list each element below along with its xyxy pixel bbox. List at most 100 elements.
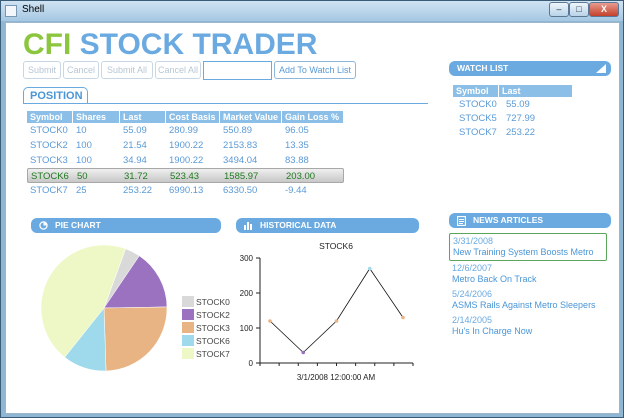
- cell-shares: 50: [77, 171, 88, 182]
- cell-last: 31.72: [124, 171, 148, 182]
- cell-gain-loss: -9.44: [285, 185, 307, 196]
- watchlist-row[interactable]: STOCK0 55.09: [453, 97, 573, 111]
- watchlist-row[interactable]: STOCK5 727.99: [453, 111, 573, 125]
- legend-label: STOCK2: [196, 310, 230, 320]
- cell-last: 55.09: [506, 99, 530, 110]
- pie-chart-icon: [39, 221, 48, 230]
- cell-last: 253.22: [506, 127, 536, 138]
- data-point[interactable]: [268, 319, 272, 323]
- y-tick-label: 200: [240, 289, 254, 298]
- data-point[interactable]: [367, 266, 372, 271]
- pie-chart-header: PIE CHART: [31, 218, 221, 233]
- title-bar[interactable]: Shell – □ X: [1, 1, 623, 21]
- legend-swatch: [182, 348, 194, 359]
- y-tick-label: 300: [240, 254, 254, 263]
- symbol-input[interactable]: [203, 61, 272, 80]
- cell-symbol: STOCK6: [31, 171, 69, 182]
- cell-cost-basis: 1900.22: [169, 140, 204, 151]
- cell-shares: 25: [76, 185, 87, 196]
- news-title: New Training System Boosts Metro: [453, 247, 594, 257]
- news-item[interactable]: 12/6/2007 Metro Back On Track: [449, 261, 607, 287]
- series-line: [269, 267, 404, 354]
- legend-swatch: [182, 296, 194, 307]
- watchlist-grid: Symbol Last STOCK0 55.09 STOCK5 727.99 S…: [453, 85, 573, 139]
- news-title: Metro Back On Track: [452, 274, 537, 284]
- brand-cfi: CFI: [23, 28, 72, 61]
- add-to-watch-list-button[interactable]: Add To Watch List: [274, 61, 356, 79]
- client-area: CFI STOCK TRADER Submit Cancel Submit Al…: [5, 22, 620, 414]
- news-item[interactable]: 2/14/2005 Hu's In Charge Now: [449, 313, 607, 339]
- cell-shares: 100: [76, 140, 92, 151]
- historical-data-header: HISTORICAL DATA: [236, 218, 419, 233]
- table-row[interactable]: STOCK2 100 21.54 1900.22 2153.83 13.35: [27, 138, 344, 153]
- data-point[interactable]: [401, 315, 405, 320]
- watchlist-row[interactable]: STOCK7 253.22: [453, 125, 573, 139]
- cell-gain-loss: 96.05: [285, 125, 309, 136]
- brand-title: CFI STOCK TRADER: [23, 28, 317, 62]
- table-row[interactable]: STOCK0 10 55.09 280.99 550.89 96.05: [27, 123, 344, 138]
- cell-cost-basis: 6990.13: [169, 185, 204, 196]
- pie-slice-stock3[interactable]: [103, 306, 168, 372]
- tab-underline: [23, 103, 428, 104]
- news-date: 5/24/2006: [452, 289, 493, 299]
- news-date: 12/6/2007: [452, 263, 493, 273]
- legend-swatch: [182, 309, 194, 320]
- news-item[interactable]: 5/24/2006 ASMS Rails Against Metro Sleep…: [449, 287, 607, 313]
- submit-button[interactable]: Submit: [23, 61, 61, 79]
- minimize-button[interactable]: –: [549, 2, 569, 17]
- col-last[interactable]: Last: [120, 111, 166, 123]
- watchlist-grid-header: Symbol Last: [453, 85, 573, 97]
- historical-data-title: HISTORICAL DATA: [260, 220, 337, 230]
- news-item-selected[interactable]: 3/31/2008 New Training System Boosts Met…: [449, 233, 607, 261]
- y-tick-label: 100: [240, 324, 254, 333]
- col-symbol[interactable]: Symbol: [27, 111, 73, 123]
- col-gain-loss[interactable]: Gain Loss %: [282, 111, 344, 123]
- historical-chart: STOCK6 0 100 200 300 3/1/2008 12:00:00 AM: [240, 241, 414, 382]
- document-icon: [457, 216, 466, 226]
- pie-slice-stock7[interactable]: [40, 245, 126, 358]
- news-date: 3/31/2008: [453, 236, 494, 246]
- pie-slice-stock2[interactable]: [103, 255, 168, 309]
- table-row[interactable]: STOCK7 25 253.22 6990.13 6330.50 -9.44: [27, 183, 344, 198]
- cell-cost-basis: 280.99: [169, 125, 199, 136]
- maximize-button[interactable]: □: [569, 2, 589, 17]
- close-button[interactable]: X: [589, 2, 619, 17]
- watchlist-corner-icon: [596, 64, 606, 73]
- bar-chart-icon: [244, 221, 253, 230]
- data-point[interactable]: [301, 350, 306, 355]
- submit-all-button[interactable]: Submit All: [101, 61, 153, 79]
- news-articles-title: NEWS ARTICLES: [473, 215, 544, 225]
- col-market-value[interactable]: Market Value: [220, 111, 282, 123]
- cell-symbol: STOCK7: [30, 185, 68, 196]
- cancel-button[interactable]: Cancel: [63, 61, 99, 79]
- cell-shares: 10: [76, 125, 87, 136]
- cell-symbol: STOCK2: [30, 140, 68, 151]
- cell-shares: 100: [76, 155, 92, 166]
- brand-stock-trader: STOCK TRADER: [79, 28, 318, 61]
- news-title: Hu's In Charge Now: [452, 326, 533, 336]
- cancel-all-button[interactable]: Cancel All: [155, 61, 201, 79]
- position-grid-header: Symbol Shares Last Cost Basis Market Val…: [27, 111, 344, 123]
- data-point[interactable]: [334, 319, 339, 323]
- tab-position[interactable]: POSITION: [23, 87, 88, 104]
- col-symbol[interactable]: Symbol: [453, 85, 499, 97]
- window-title: Shell: [22, 4, 45, 15]
- pie-chart: STOCK0 STOCK2 STOCK3 STOCK6 STOCK7: [40, 245, 230, 372]
- cell-market-value: 2153.83: [223, 140, 258, 151]
- cell-symbol: STOCK7: [459, 127, 497, 138]
- cell-last: 55.09: [123, 125, 147, 136]
- x-axis-label: 3/1/2008 12:00:00 AM: [297, 373, 376, 382]
- cell-market-value: 6330.50: [223, 185, 258, 196]
- cell-cost-basis: 523.43: [170, 171, 200, 182]
- col-shares[interactable]: Shares: [73, 111, 120, 123]
- col-cost-basis[interactable]: Cost Basis: [166, 111, 220, 123]
- news-title: ASMS Rails Against Metro Sleepers: [452, 300, 596, 310]
- cell-gain-loss: 203.00: [286, 171, 316, 182]
- col-last[interactable]: Last: [499, 85, 573, 97]
- table-row-selected[interactable]: STOCK6 50 31.72 523.43 1585.97 203.00: [27, 168, 344, 183]
- legend-label: STOCK0: [196, 297, 230, 307]
- table-row[interactable]: STOCK3 100 34.94 1900.22 3494.04 83.88: [27, 153, 344, 168]
- legend-swatch: [182, 335, 194, 346]
- app-icon: [5, 5, 17, 17]
- pie-chart-title: PIE CHART: [55, 220, 101, 230]
